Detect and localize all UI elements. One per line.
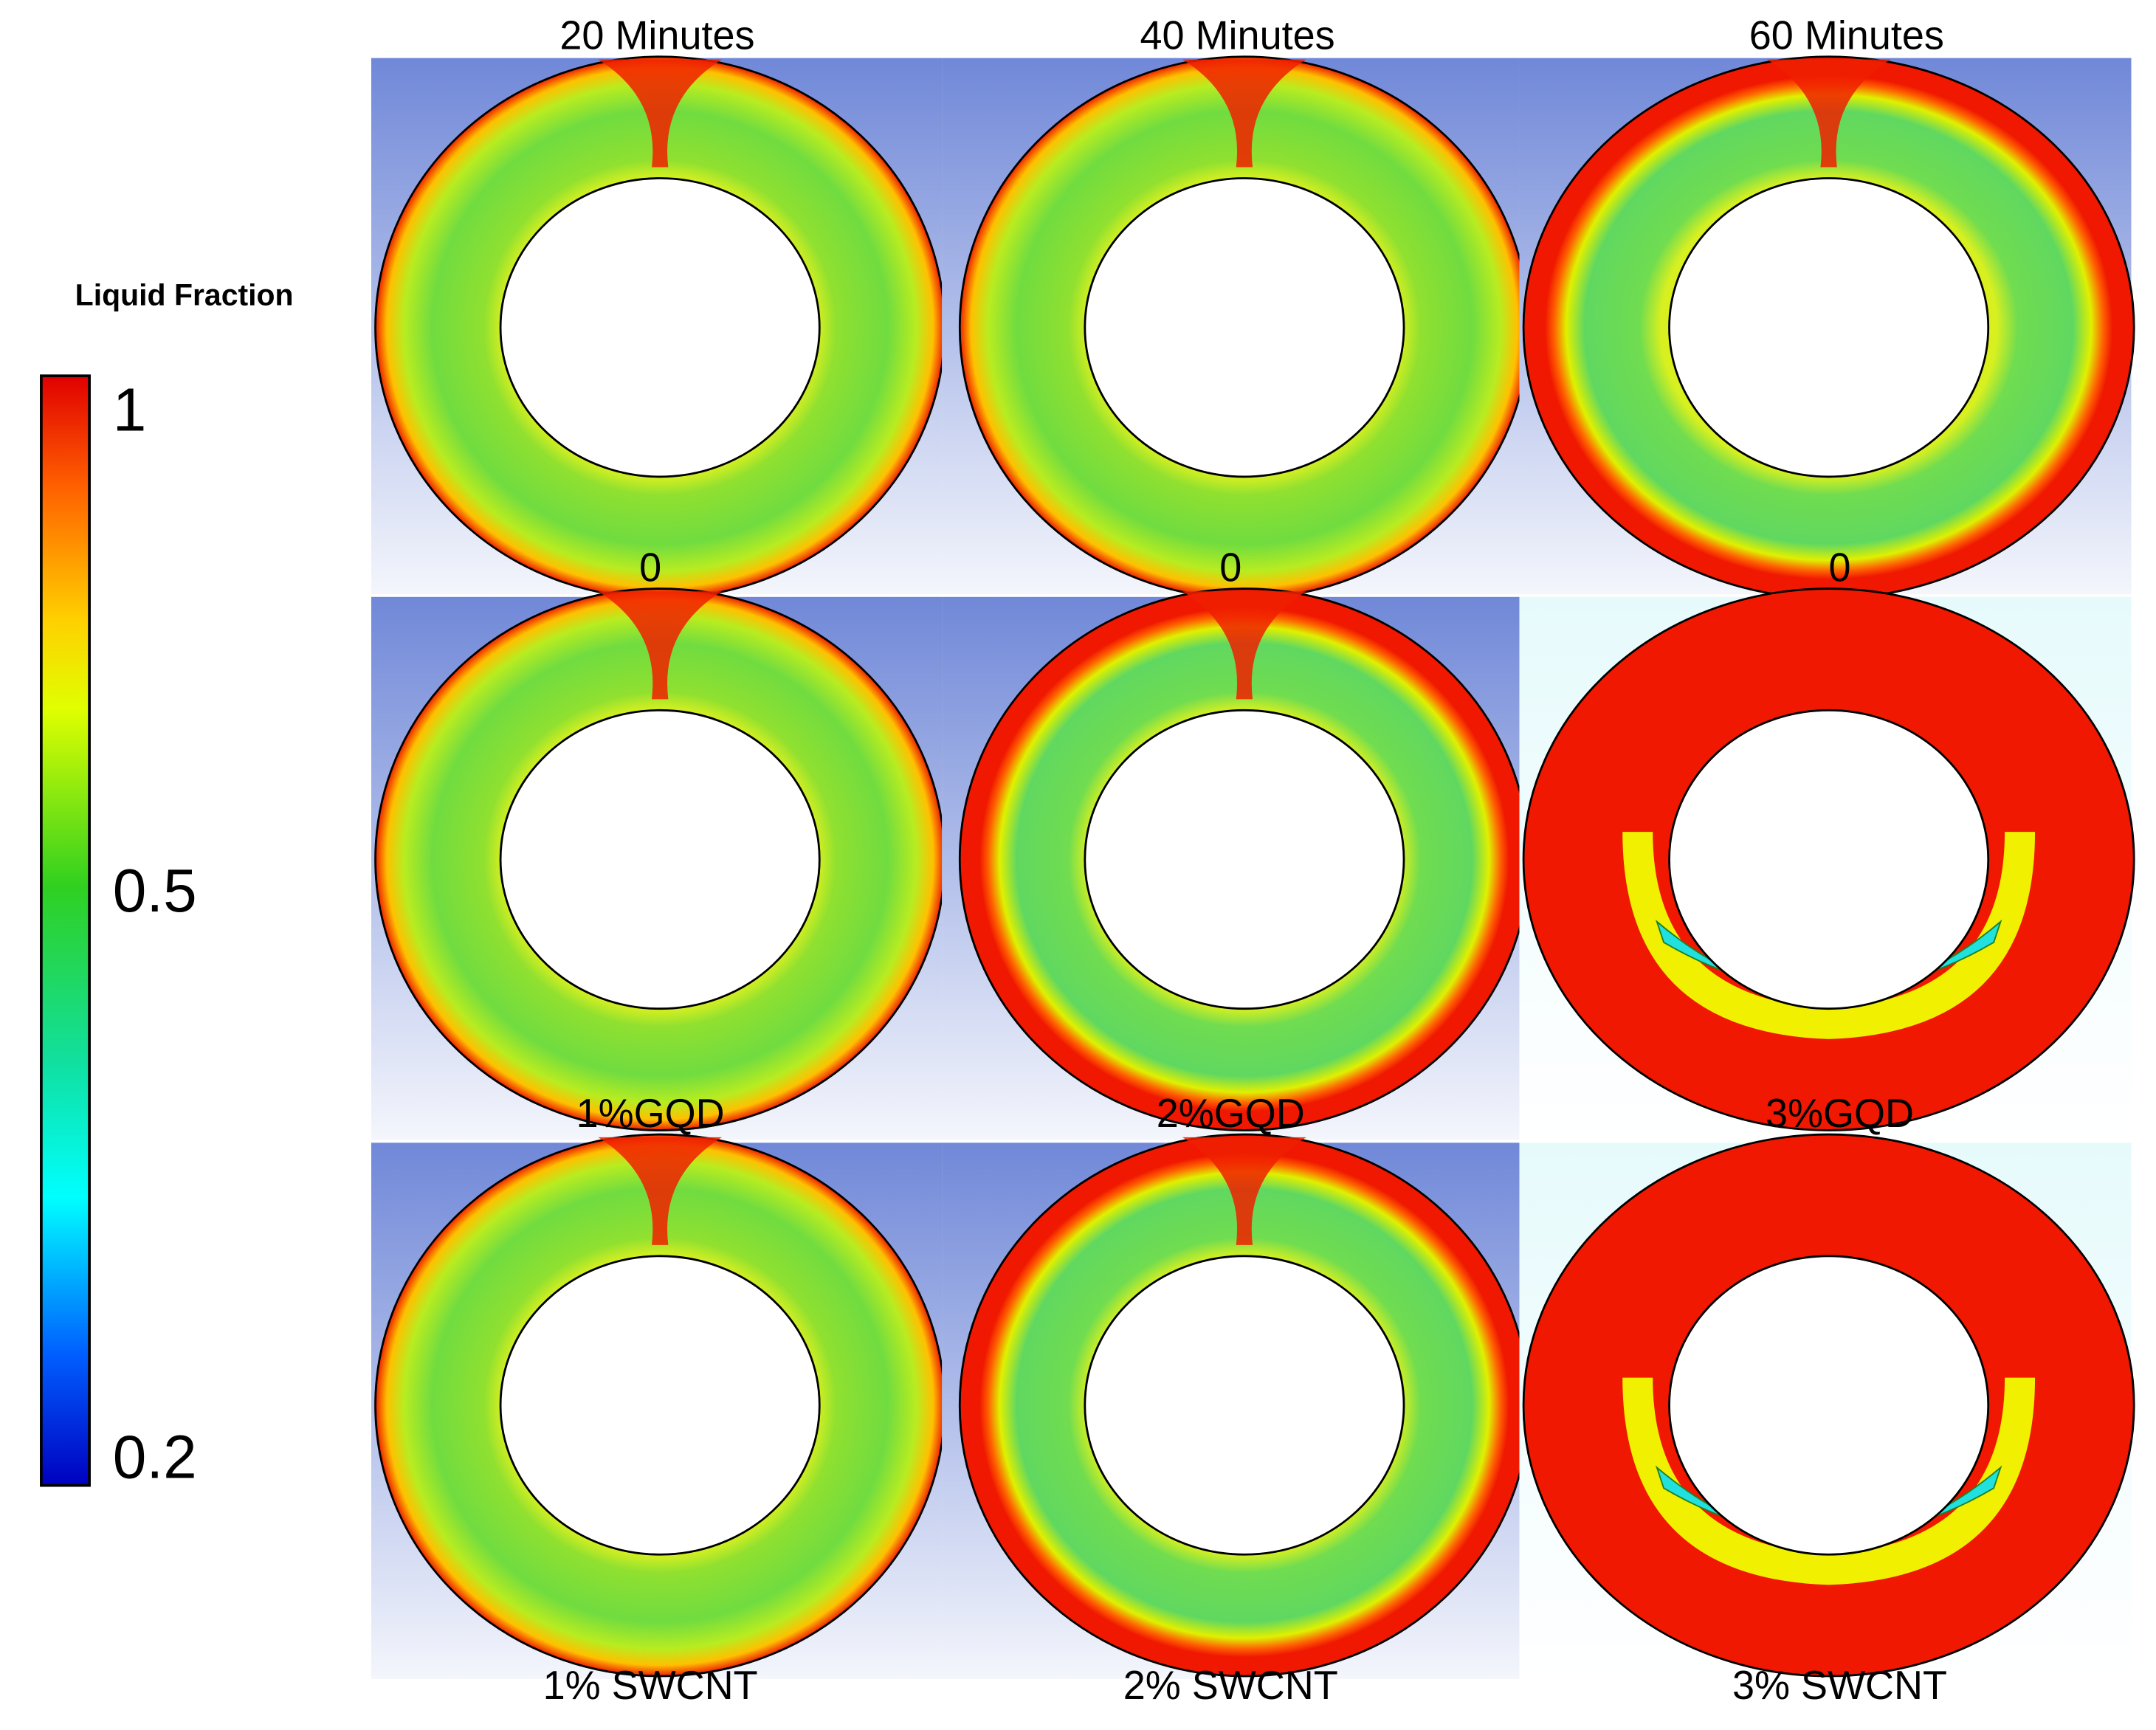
panel-label: 2%GQD [1157,1092,1305,1136]
panel-label: 0 [639,545,661,590]
inner-tube [1084,1255,1405,1556]
colorbar-tick: 0.2 [113,1424,197,1491]
top-plume [1182,59,1306,168]
panel-label: 0 [1829,545,1851,590]
melt-front [1622,832,2036,1039]
panel-label: 1% SWCNT [543,1664,758,1708]
top-plume [1182,1137,1306,1245]
melt-front [1622,1377,2036,1585]
panel-label: 2% SWCNT [1123,1664,1338,1708]
panel-label: 1%GQD [576,1092,725,1136]
panel-label: 3%GQD [1766,1092,1914,1136]
panel-label: 0 [1219,545,1241,590]
top-plume [598,1137,723,1245]
inner-tube [499,709,821,1010]
inner-tube [1084,709,1405,1010]
inner-tube [499,1255,821,1556]
colorbar-title: Liquid Fraction [75,278,294,311]
top-plume [1766,59,1891,168]
top-plume [598,591,723,700]
colorbar-tick: 0.5 [113,858,197,925]
inner-tube [1084,177,1405,478]
colorbar [40,374,91,1487]
panel-label: 3% SWCNT [1732,1664,1947,1708]
inner-tube [499,177,821,478]
column-header: 60 Minutes [1749,14,1944,58]
inner-tube [1668,1255,1990,1556]
top-plume [598,59,723,168]
panels: 0 0 0 1%GQD 2%GQD 3%GQD 1% SWCNT 2% SWCNT 3% SWC… [371,55,2135,1708]
column-header: 40 Minutes [1140,14,1335,58]
inner-tube [1668,709,1990,1010]
colorbar-tick: 1 [113,376,147,444]
top-plume [1182,591,1306,700]
inner-tube [1668,177,1990,478]
column-header: 20 Minutes [559,14,754,58]
